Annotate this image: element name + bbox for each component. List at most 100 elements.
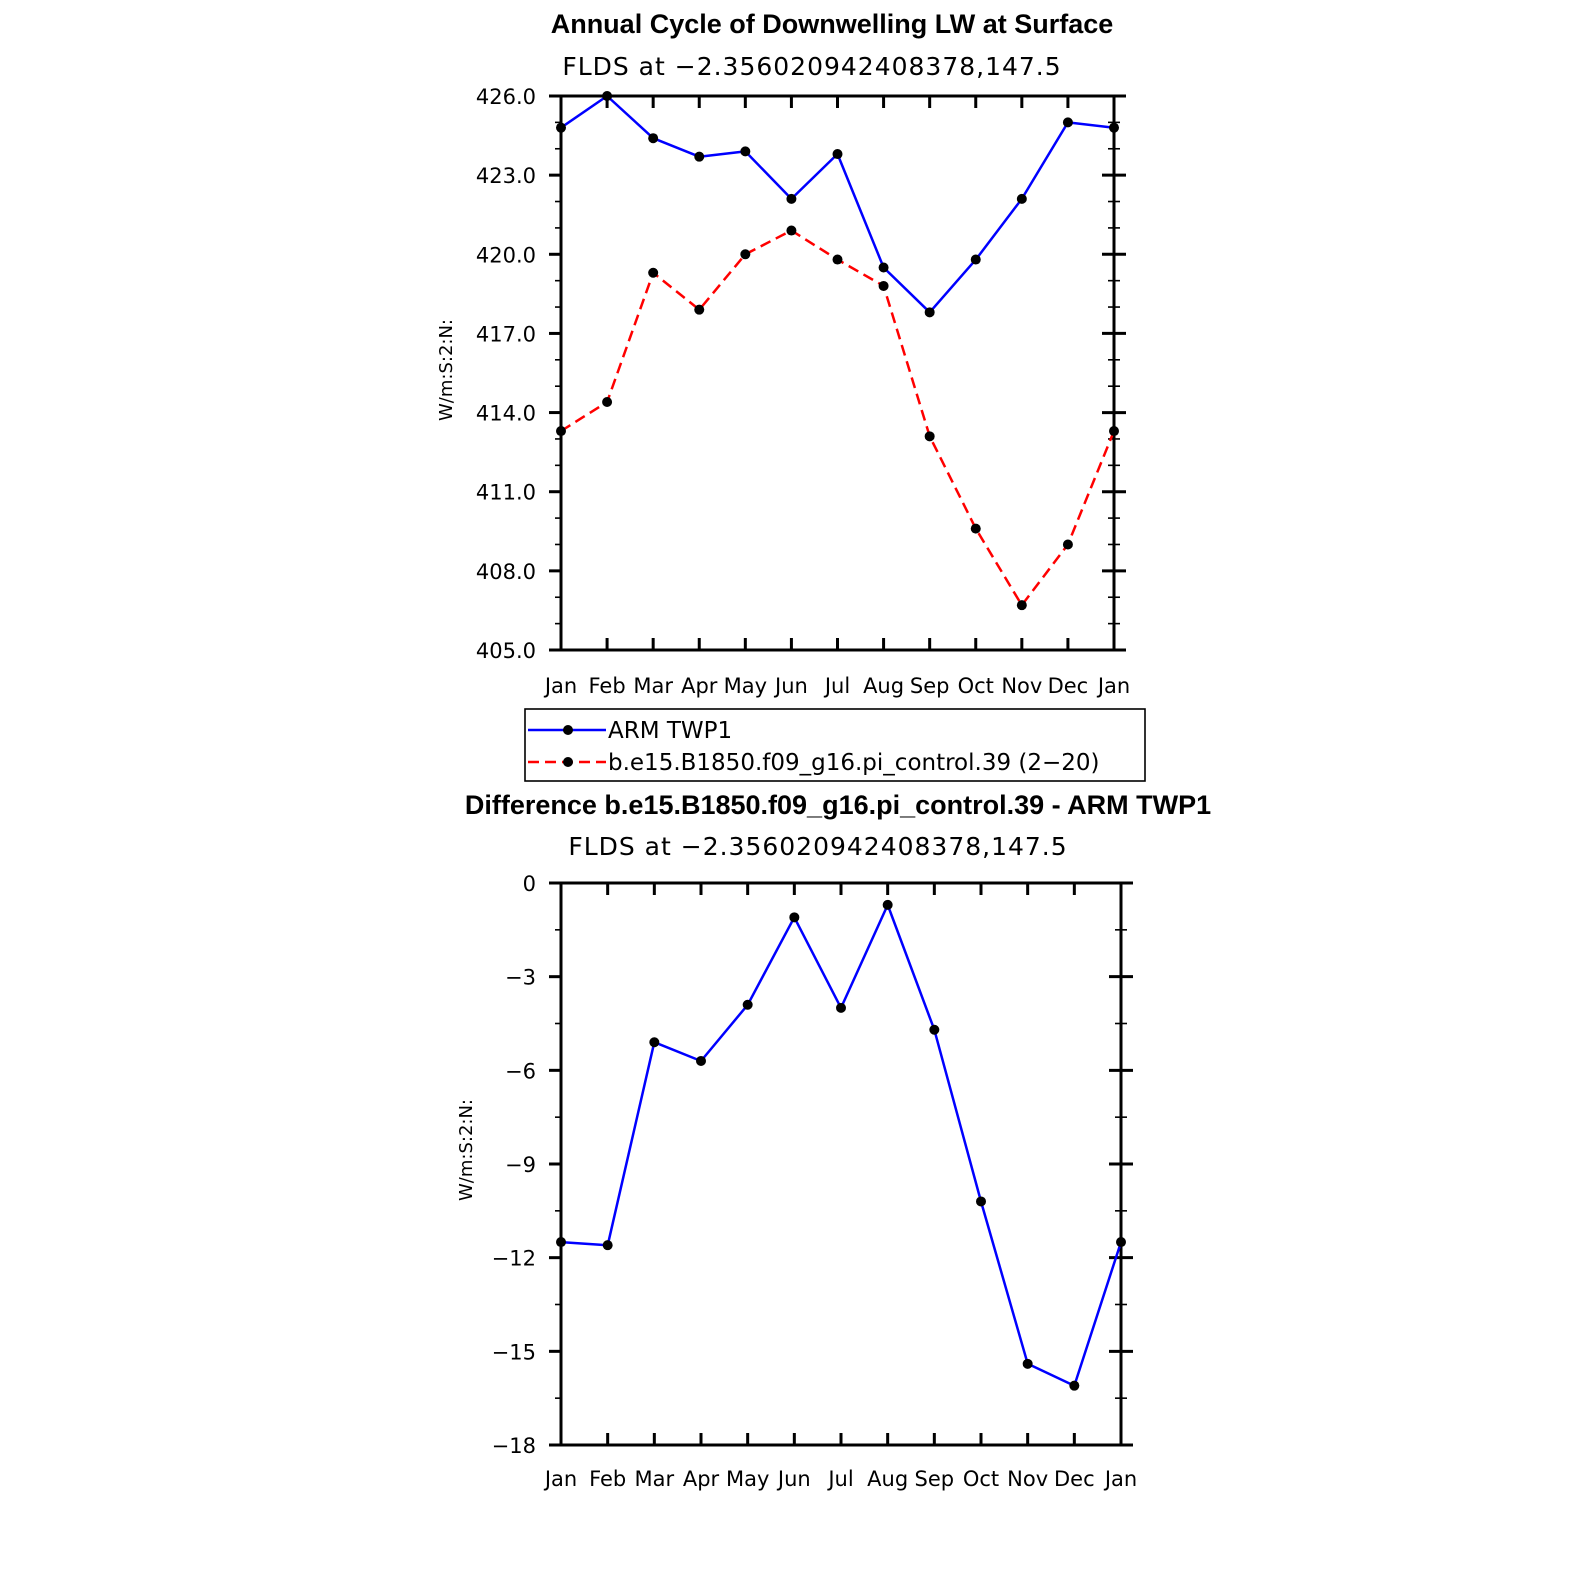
x-tick-label: Apr (681, 674, 718, 698)
data-point (1022, 1358, 1033, 1369)
data-point (556, 122, 566, 133)
x-tick-label: Jul (823, 674, 850, 698)
legend-box (524, 708, 1146, 782)
data-point (740, 146, 751, 157)
data-point (1069, 1380, 1080, 1391)
x-tick-label: Sep (910, 674, 950, 698)
y-tick-label: −9 (505, 1153, 536, 1177)
chart-title: Difference b.e15.B1850.f09_g16.pi_contro… (465, 790, 1211, 820)
data-point (970, 523, 981, 534)
y-tick-label: 414.0 (476, 402, 536, 426)
x-tick-label: Mar (635, 1467, 675, 1491)
legend-label-arm: ARM TWP1 (608, 718, 732, 744)
y-tick-label: 408.0 (476, 560, 536, 584)
data-point (1062, 117, 1073, 128)
series-line-1 (560, 229, 1116, 607)
y-axis-label: W/m:S:2:N: (436, 319, 457, 421)
annual-cycle-panel: Annual Cycle of Downwelling LW at Surfac… (436, 9, 1130, 698)
x-tick-label: Feb (589, 1467, 626, 1491)
data-point (694, 151, 705, 162)
x-tick-label: Dec (1048, 674, 1089, 698)
x-tick-label: Apr (683, 1467, 720, 1491)
data-point (1016, 600, 1027, 611)
data-point (742, 999, 753, 1010)
x-tick-label: May (724, 674, 767, 698)
data-point (1016, 193, 1027, 204)
data-point (1116, 1237, 1126, 1248)
y-tick-label: −18 (492, 1434, 536, 1458)
data-point (836, 1002, 846, 1013)
x-tick-label: Feb (588, 674, 625, 698)
x-tick-label: Mar (633, 674, 673, 698)
series-line-0 (560, 94, 1115, 314)
y-tick-label: 426.0 (476, 85, 536, 109)
plot-frame (559, 94, 1116, 652)
x-tick-label: Jan (543, 674, 577, 698)
y-tick-label: 420.0 (476, 243, 536, 267)
x-tick-label: Nov (1007, 1467, 1048, 1491)
data-point (832, 254, 843, 265)
x-tick-label: Jul (826, 1467, 853, 1491)
x-tick-label: Jun (776, 1467, 811, 1491)
x-tick-label: Jan (1103, 1467, 1137, 1491)
y-tick-label: 0 (523, 872, 536, 896)
data-point (789, 912, 800, 923)
data-point (556, 1237, 566, 1248)
x-tick-label: Nov (1001, 674, 1042, 698)
data-point (696, 1055, 706, 1066)
x-tick-label: Oct (958, 674, 994, 698)
y-axis-label: W/m:S:2:N: (456, 1099, 477, 1201)
data-point (924, 431, 935, 442)
x-tick-label: Aug (863, 674, 904, 698)
y-tick-label: −6 (505, 1059, 536, 1083)
x-tick-label: May (726, 1467, 769, 1491)
x-tick-label: Sep (915, 1467, 955, 1491)
y-tick-label: −3 (505, 966, 536, 990)
y-tick-label: 423.0 (476, 164, 536, 188)
data-point (924, 307, 935, 318)
data-point (878, 280, 889, 291)
y-tick-label: 405.0 (476, 639, 536, 663)
x-tick-label: Jan (1096, 674, 1130, 698)
data-point (878, 262, 889, 273)
x-tick-label: Aug (867, 1467, 908, 1491)
plot-frame (559, 881, 1123, 1447)
x-tick-label: Jan (543, 1467, 577, 1491)
data-point (882, 899, 893, 910)
data-point (648, 133, 659, 144)
data-point (649, 1037, 660, 1048)
data-point (602, 91, 613, 101)
legend-marker-model (563, 757, 573, 767)
chart-title: Annual Cycle of Downwelling LW at Surfac… (551, 9, 1114, 39)
difference-panel: Difference b.e15.B1850.f09_g16.pi_contro… (456, 790, 1211, 1491)
chart-subtitle: FLDS at −2.356020942408378,147.5 (562, 52, 1061, 81)
y-tick-label: 411.0 (476, 481, 536, 505)
data-point (602, 1240, 613, 1251)
legend-label-model: b.e15.B1850.f09_g16.pi_control.39 (2−20) (608, 750, 1100, 776)
data-point (556, 426, 566, 437)
data-point (648, 267, 659, 278)
legend: ARM TWP1 b.e15.B1850.f09_g16.pi_control.… (524, 708, 1146, 782)
data-point (970, 254, 981, 265)
chart-subtitle: FLDS at −2.356020942408378,147.5 (568, 832, 1067, 861)
data-point (786, 225, 797, 236)
data-point (786, 193, 797, 204)
data-point (976, 1196, 986, 1207)
data-point (740, 249, 751, 260)
legend-marker-arm (563, 725, 573, 735)
x-tick-label: Oct (963, 1467, 999, 1491)
series-line-0 (560, 903, 1123, 1387)
y-tick-label: −15 (492, 1340, 536, 1364)
x-tick-label: Dec (1054, 1467, 1095, 1491)
data-point (1109, 426, 1119, 437)
data-point (1109, 122, 1119, 133)
data-point (1062, 539, 1073, 550)
y-tick-label: 417.0 (476, 322, 536, 346)
y-tick-label: −12 (492, 1247, 536, 1271)
data-point (832, 149, 843, 160)
data-point (929, 1024, 940, 1035)
x-tick-label: Jun (773, 674, 808, 698)
data-point (694, 304, 705, 315)
data-point (602, 397, 613, 408)
